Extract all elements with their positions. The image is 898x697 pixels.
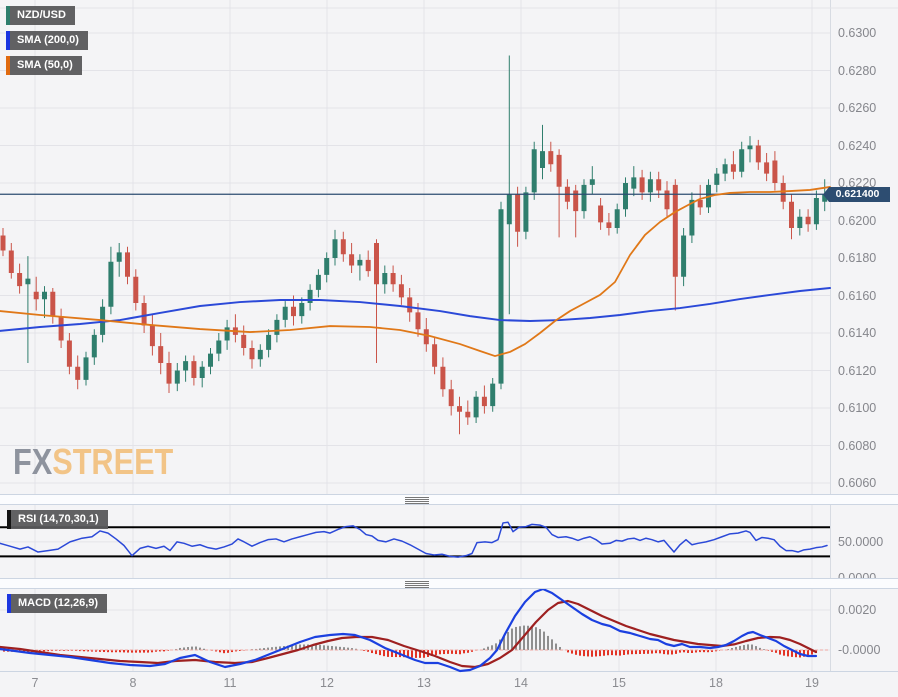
axis-label: 0.6280 <box>838 63 877 78</box>
macd-label: MACD (12,26,9) <box>11 594 108 613</box>
axis-label: 15 <box>612 676 626 690</box>
sma200-legend[interactable]: SMA (200,0) <box>6 31 88 50</box>
axis-label: 0.6240 <box>838 138 877 153</box>
axis-label: 18 <box>709 676 723 690</box>
sma50-legend[interactable]: SMA (50,0) <box>6 56 82 75</box>
axis-label: 0.0020 <box>838 603 877 617</box>
pane-divider-main-rsi[interactable] <box>0 494 898 505</box>
axis-label: 0.6160 <box>838 288 877 303</box>
axis-label: 0.6180 <box>838 251 877 265</box>
axis-label: 13 <box>417 676 431 690</box>
symbol-legend[interactable]: NZD/USD <box>6 6 75 25</box>
macd-pane[interactable] <box>0 589 830 671</box>
axis-label: -0.0000 <box>838 643 881 657</box>
axis-label: 8 <box>129 676 137 690</box>
axis-label: 0.6080 <box>838 438 877 453</box>
axis-label: 0.6100 <box>838 401 877 415</box>
axis-label: 14 <box>514 676 528 690</box>
axis-label: 0.6220 <box>838 176 877 190</box>
divider-grip-icon[interactable] <box>405 497 429 504</box>
axis-label: 0.6200 <box>838 213 877 228</box>
axis-label: 0.6140 <box>838 326 877 340</box>
rsi-color-bar <box>7 510 11 529</box>
axis-label: 0.6300 <box>838 26 877 40</box>
axis-label: 0.6120 <box>838 363 877 378</box>
axis-label: 7 <box>31 676 39 690</box>
watermark-street: STREET <box>52 441 174 482</box>
symbol-label: NZD/USD <box>10 6 75 25</box>
symbol-color-bar <box>6 6 10 25</box>
axis-label: 19 <box>805 676 819 690</box>
axis-label: 11 <box>223 676 237 690</box>
watermark-fx: FX <box>13 441 53 482</box>
rsi-legend[interactable]: RSI (14,70,30,1) <box>7 510 108 529</box>
rsi-axis <box>830 505 898 578</box>
rsi-label: RSI (14,70,30,1) <box>11 510 108 529</box>
axis-label: 12 <box>320 676 334 690</box>
sma200-label: SMA (200,0) <box>10 31 88 50</box>
macd-axis <box>830 589 898 671</box>
pane-divider-rsi-macd[interactable] <box>0 578 898 589</box>
sma200-color-bar <box>6 31 10 50</box>
divider-grip-icon[interactable] <box>405 581 429 588</box>
axis-label: 0.6060 <box>838 476 877 490</box>
current-price-badge: 0.621400 <box>823 187 890 202</box>
axis-label: 0.6260 <box>838 101 877 115</box>
main-chart-pane[interactable] <box>0 0 830 494</box>
rsi-pane[interactable] <box>0 505 830 578</box>
sma50-color-bar <box>6 56 10 75</box>
macd-legend[interactable]: MACD (12,26,9) <box>7 594 108 613</box>
axis-label: 50.0000 <box>838 534 884 549</box>
fxstreet-watermark: FXSTREET <box>13 441 173 483</box>
sma50-label: SMA (50,0) <box>10 56 82 75</box>
